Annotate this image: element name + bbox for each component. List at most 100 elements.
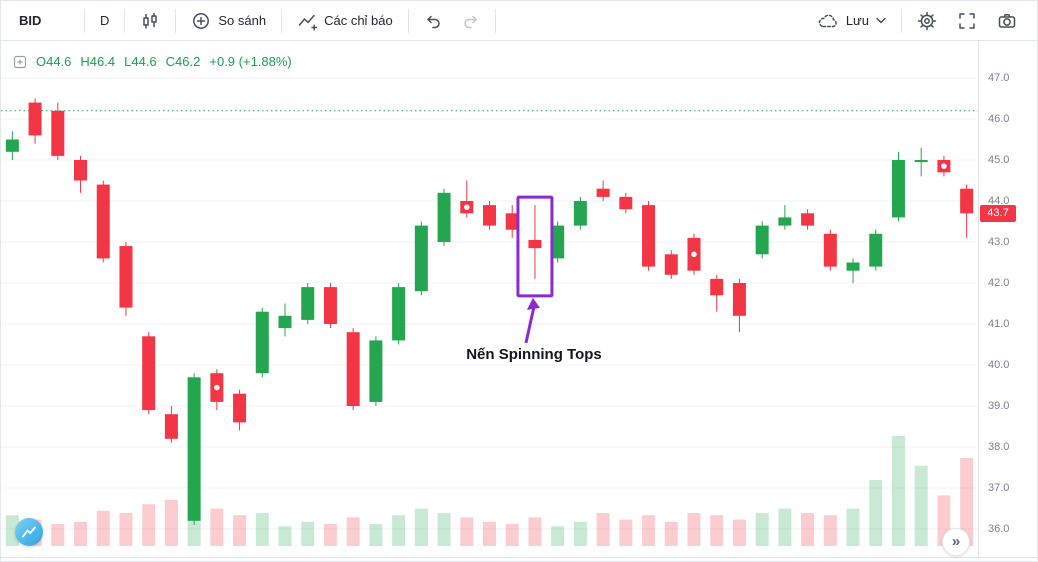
candle-marker-dot [463, 204, 470, 210]
volume-bar [96, 510, 110, 546]
volume-bar [551, 526, 565, 546]
volume-bar [732, 519, 746, 546]
save-layout-button[interactable]: Lưu [807, 6, 896, 36]
chevron-down-icon [876, 17, 886, 24]
price-axis-label: 41.0 [988, 318, 1010, 330]
toolbar-divider [407, 8, 409, 33]
price-axis-label: 44.0 [988, 195, 1010, 207]
interval-button[interactable]: D [90, 6, 119, 36]
annotation-arrow [524, 306, 536, 344]
price-axis-label: 45.0 [988, 154, 1010, 166]
snapshot-button[interactable] [987, 6, 1027, 36]
candle-body [255, 311, 269, 374]
candle-body [187, 377, 201, 521]
candle-body [28, 102, 42, 136]
annotation-label: Nến Spinning Tops [466, 346, 602, 363]
legend-panel-icon[interactable] [13, 55, 27, 69]
legend-high: H46.4 [80, 54, 116, 69]
candle-body [619, 196, 633, 210]
price-axis-label: 42.0 [988, 277, 1010, 289]
symbol-button[interactable]: BID [1, 6, 79, 36]
candle-body [74, 160, 88, 181]
candle-body [505, 213, 519, 230]
volume-bar [392, 515, 406, 546]
toolbar-divider [175, 8, 177, 33]
legend-low: L44.6 [124, 54, 157, 69]
candle-body [96, 184, 110, 259]
volume-bar [74, 521, 88, 546]
candle-body [164, 414, 178, 439]
indicators-label: Các chỉ báo [324, 13, 393, 28]
toolbar-right-group: Lưu [807, 1, 1037, 40]
scroll-right-button[interactable]: » [942, 528, 970, 556]
candle-body [142, 336, 156, 411]
volume-bar [596, 513, 610, 546]
candle-body [301, 287, 315, 320]
price-axis-label: 43.0 [988, 236, 1010, 248]
redo-button[interactable] [452, 6, 490, 36]
candle-body [551, 225, 565, 259]
toolbar-divider [494, 8, 496, 33]
volume-bar [960, 458, 974, 546]
volume-bar [755, 513, 769, 546]
volume-bar [164, 499, 178, 546]
volume-bar [301, 521, 315, 546]
chart-toolbar: BID D [1, 1, 1037, 41]
volume-bar [710, 515, 724, 546]
undo-button[interactable] [414, 6, 452, 36]
volume-bar [142, 504, 156, 546]
chart-style-button[interactable] [130, 6, 170, 36]
volume-bar [119, 513, 133, 546]
volume-bar [483, 521, 496, 546]
candle-body [596, 188, 610, 197]
ohlc-legend: O44.6 H46.4 L44.6 C46.2 +0.9 (+1.88%) [13, 54, 292, 69]
candle-body [392, 287, 406, 341]
price-pane-svg[interactable] [1, 41, 978, 557]
broker-logo[interactable] [15, 518, 43, 546]
candle-body [732, 283, 746, 316]
redo-icon [462, 12, 480, 30]
candle-body [483, 205, 496, 226]
candle-body [914, 160, 928, 163]
candle-body [528, 239, 542, 249]
save-label: Lưu [845, 13, 869, 28]
volume-bar [801, 513, 815, 546]
undo-icon [424, 12, 442, 30]
toolbar-divider [281, 8, 283, 33]
candle-marker-dot [691, 251, 697, 258]
annotation-arrowhead [526, 297, 540, 310]
chart-area: O44.6 H46.4 L44.6 C46.2 +0.9 (+1.88%) Nế… [1, 41, 1037, 557]
indicators-button[interactable]: Các chỉ báo [287, 6, 403, 36]
camera-icon [997, 11, 1017, 31]
logo-mountain-icon [22, 526, 36, 538]
volume-bar [369, 524, 383, 546]
candle-marker-dot [941, 163, 947, 169]
candle-body [233, 393, 247, 423]
time-axis-strip[interactable] [1, 557, 1037, 561]
candle-body [801, 213, 815, 226]
candle-body [414, 225, 428, 292]
volume-bar [573, 521, 587, 546]
candle-body [437, 192, 451, 242]
volume-bar [346, 517, 360, 546]
price-axis-label: 46.0 [988, 113, 1010, 125]
volume-bar [233, 515, 247, 546]
candle-body [823, 233, 837, 267]
volume-bar [891, 436, 905, 546]
settings-button[interactable] [907, 6, 947, 36]
volume-bar [323, 524, 337, 546]
volume-bar [460, 517, 474, 546]
candle-body [664, 254, 678, 275]
compare-button[interactable]: So sánh [181, 6, 276, 36]
price-axis[interactable]: 43.7 47.0 46.0 45.0 44.0 43.0 42.0 41.0 40.0 39.… [978, 41, 1037, 557]
gear-icon [917, 11, 937, 31]
interval-label: D [100, 13, 110, 28]
toolbar-divider [124, 8, 126, 33]
fullscreen-button[interactable] [947, 6, 987, 36]
volume-bar [869, 480, 883, 546]
candle-body [369, 340, 383, 402]
candle-body [119, 246, 133, 308]
candle-body [573, 201, 587, 226]
last-price-badge: 43.7 [980, 205, 1016, 223]
compare-label: So sánh [218, 13, 267, 28]
